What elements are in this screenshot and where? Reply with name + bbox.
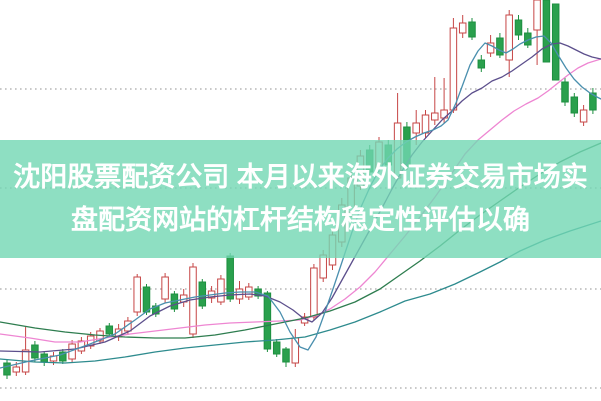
candle-down xyxy=(198,281,207,307)
candle-up xyxy=(217,278,225,303)
candle-down xyxy=(105,325,114,335)
candle-down xyxy=(468,21,476,38)
candle-up xyxy=(449,27,458,111)
candle-down xyxy=(496,37,504,56)
candle-up xyxy=(133,276,141,313)
candle-up xyxy=(486,42,495,54)
watermark-line1: 沈阳股票配资公司 本月以来海外证券交易市场实 xyxy=(13,162,588,192)
candle-up xyxy=(431,112,439,121)
candle-down xyxy=(59,351,67,362)
watermark-line2: 盘配资网站的杠杆结构稳定性评估以确 xyxy=(71,205,530,235)
candle-up xyxy=(291,337,300,364)
candle-up xyxy=(12,366,21,373)
candle-up xyxy=(421,114,430,134)
candle-down xyxy=(589,92,597,111)
candle-down xyxy=(551,3,560,81)
candle-up xyxy=(161,276,169,300)
candle-up xyxy=(458,22,467,34)
watermark-band: 沈阳股票配资公司 本月以来海外证券交易市场实 盘配资网站的杠杆结构稳定性评估以确 xyxy=(0,140,601,258)
candle-down xyxy=(272,341,281,355)
candle-up xyxy=(412,122,420,134)
candle-up xyxy=(533,0,541,31)
candle-down xyxy=(542,0,551,63)
candle-down xyxy=(514,19,523,36)
candle-up xyxy=(579,109,588,123)
candle-down xyxy=(282,348,290,363)
candle-down xyxy=(477,59,486,69)
candle-up xyxy=(505,14,513,61)
ma-teal xyxy=(0,220,601,364)
candle-up xyxy=(124,320,132,332)
candle-down xyxy=(142,286,151,313)
candle-down xyxy=(3,362,11,376)
candle-up xyxy=(310,267,318,318)
ma-pink xyxy=(0,58,601,343)
candle-down xyxy=(570,96,579,114)
candle-up xyxy=(319,254,327,279)
candle-down xyxy=(561,81,569,103)
